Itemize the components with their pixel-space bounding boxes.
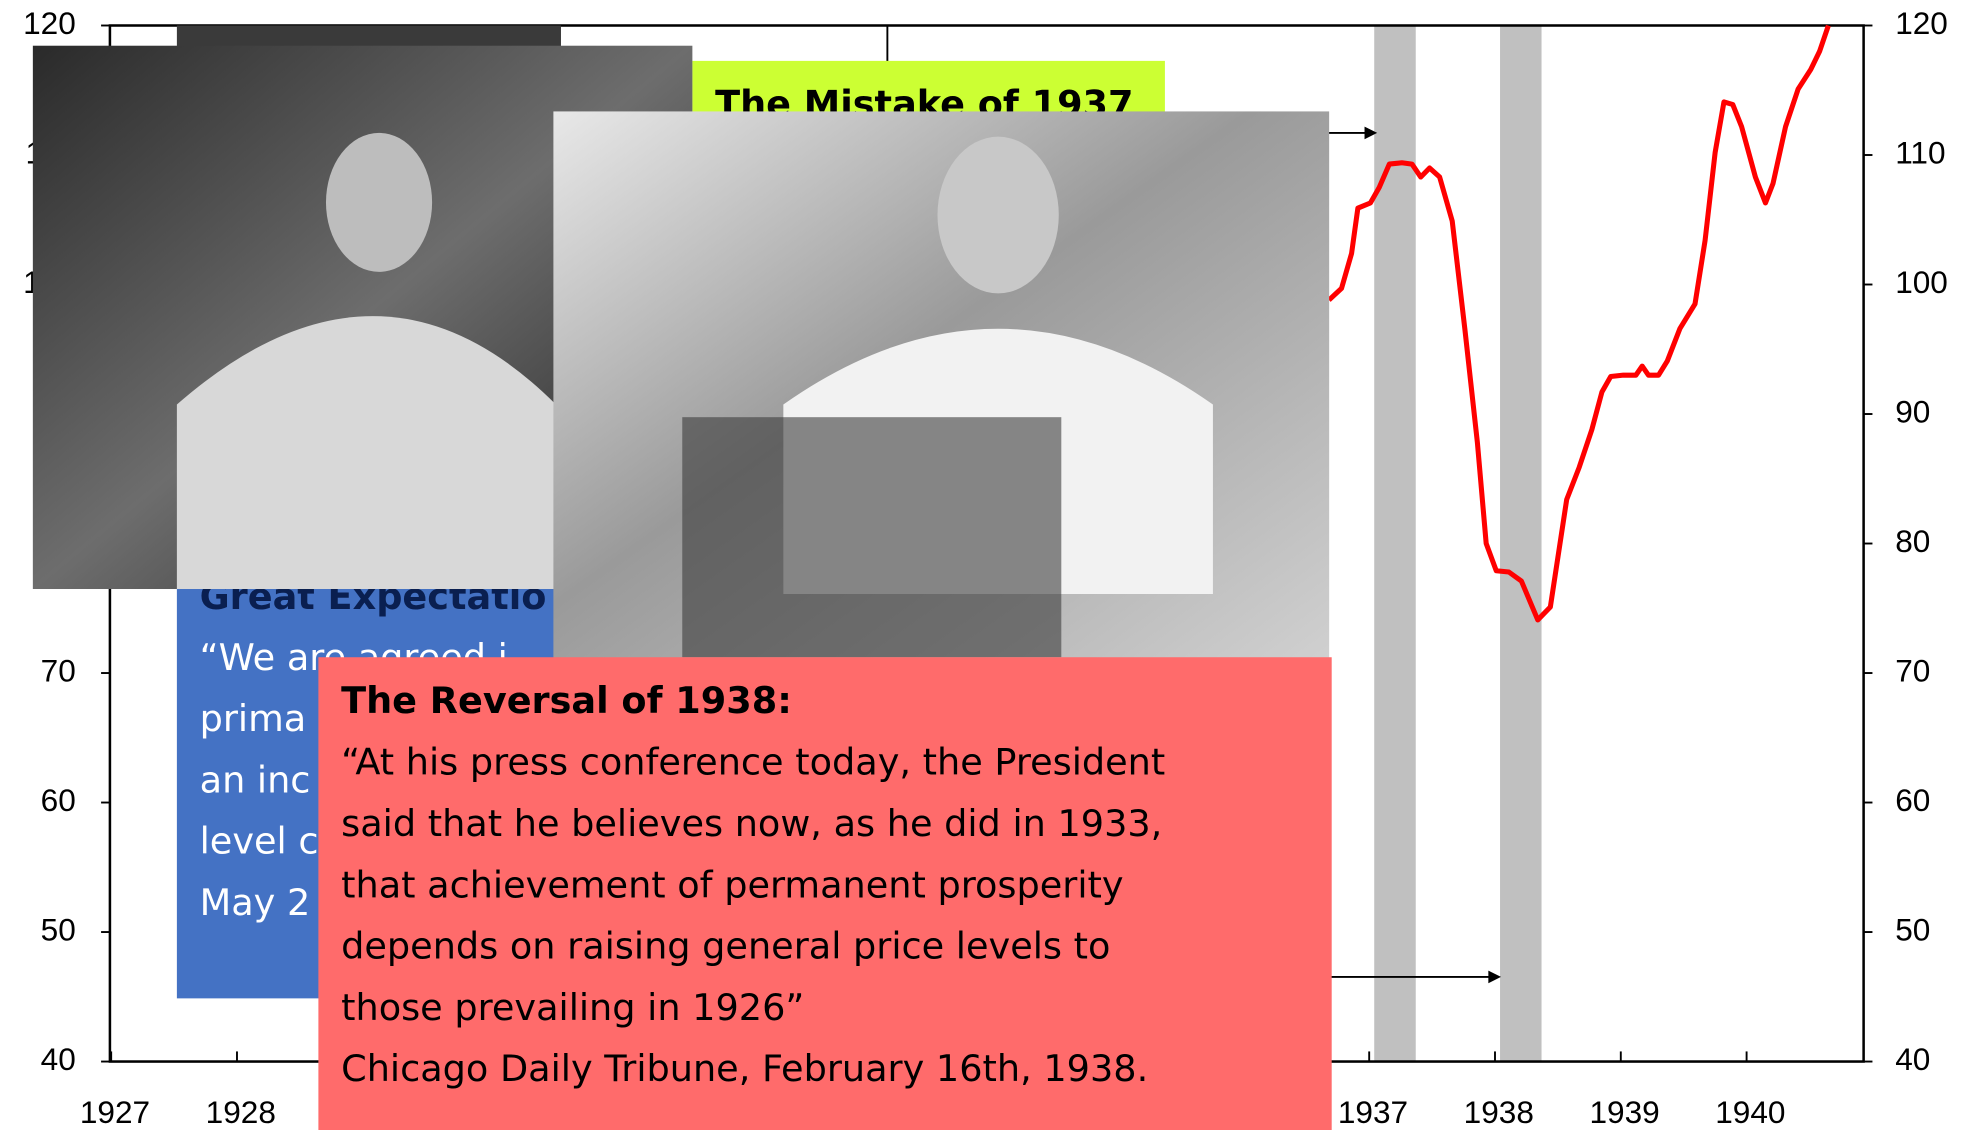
y2-tick-label: 60 xyxy=(1895,782,1930,818)
reversal-line: “At his press conference today, the Pres… xyxy=(341,741,1165,784)
expectations-line: level c xyxy=(200,820,319,863)
x-tick-label: 1927 xyxy=(80,1094,150,1130)
reversal-line: Chicago Daily Tribune, February 16th, 19… xyxy=(341,1047,1148,1090)
overlays: The Mistake of 1937 Great Expectatio “We… xyxy=(33,26,1501,1130)
x-tick-label: 1939 xyxy=(1589,1094,1659,1130)
photo-detail xyxy=(326,133,432,272)
reversal-title: The Reversal of 1938: xyxy=(341,679,792,722)
photo-detail xyxy=(937,137,1058,294)
y2-tick-label: 100 xyxy=(1895,264,1948,300)
y2-tick-label: 90 xyxy=(1895,393,1930,429)
shaded-band xyxy=(1500,26,1542,1062)
y-tick-label: 70 xyxy=(41,652,76,688)
slide: 4050607080901001101204050607080901001101… xyxy=(0,0,1971,1130)
photo-detail xyxy=(682,417,1061,657)
y2-tick-label: 70 xyxy=(1895,652,1930,688)
y-tick-label: 40 xyxy=(41,1041,76,1077)
y2-tick-label: 110 xyxy=(1895,134,1945,170)
y-tick-label: 120 xyxy=(23,5,76,41)
x-tick-label: 1937 xyxy=(1338,1094,1408,1130)
expectations-line: an inc xyxy=(200,758,311,801)
y-tick-label: 60 xyxy=(41,782,76,818)
y-tick-label: 50 xyxy=(41,911,76,947)
expectations-line: May 2 xyxy=(200,881,311,924)
reversal-line: said that he believes now, as he did in … xyxy=(341,802,1162,845)
y2-tick-label: 40 xyxy=(1895,1041,1930,1077)
expectations-line: prima xyxy=(200,697,307,740)
reversal-line: those prevailing in 1926” xyxy=(341,986,804,1029)
y2-tick-label: 120 xyxy=(1895,5,1948,41)
y2-tick-label: 50 xyxy=(1895,911,1930,947)
reversal-line: that achievement of permanent prosperity xyxy=(341,863,1123,906)
x-tick-label: 1928 xyxy=(206,1094,276,1130)
y2-tick-label: 80 xyxy=(1895,523,1930,559)
x-tick-label: 1940 xyxy=(1715,1094,1785,1130)
x-tick-label: 1938 xyxy=(1464,1094,1534,1130)
arrow-head xyxy=(1488,971,1501,984)
reversal-line: depends on raising general price levels … xyxy=(341,925,1110,968)
